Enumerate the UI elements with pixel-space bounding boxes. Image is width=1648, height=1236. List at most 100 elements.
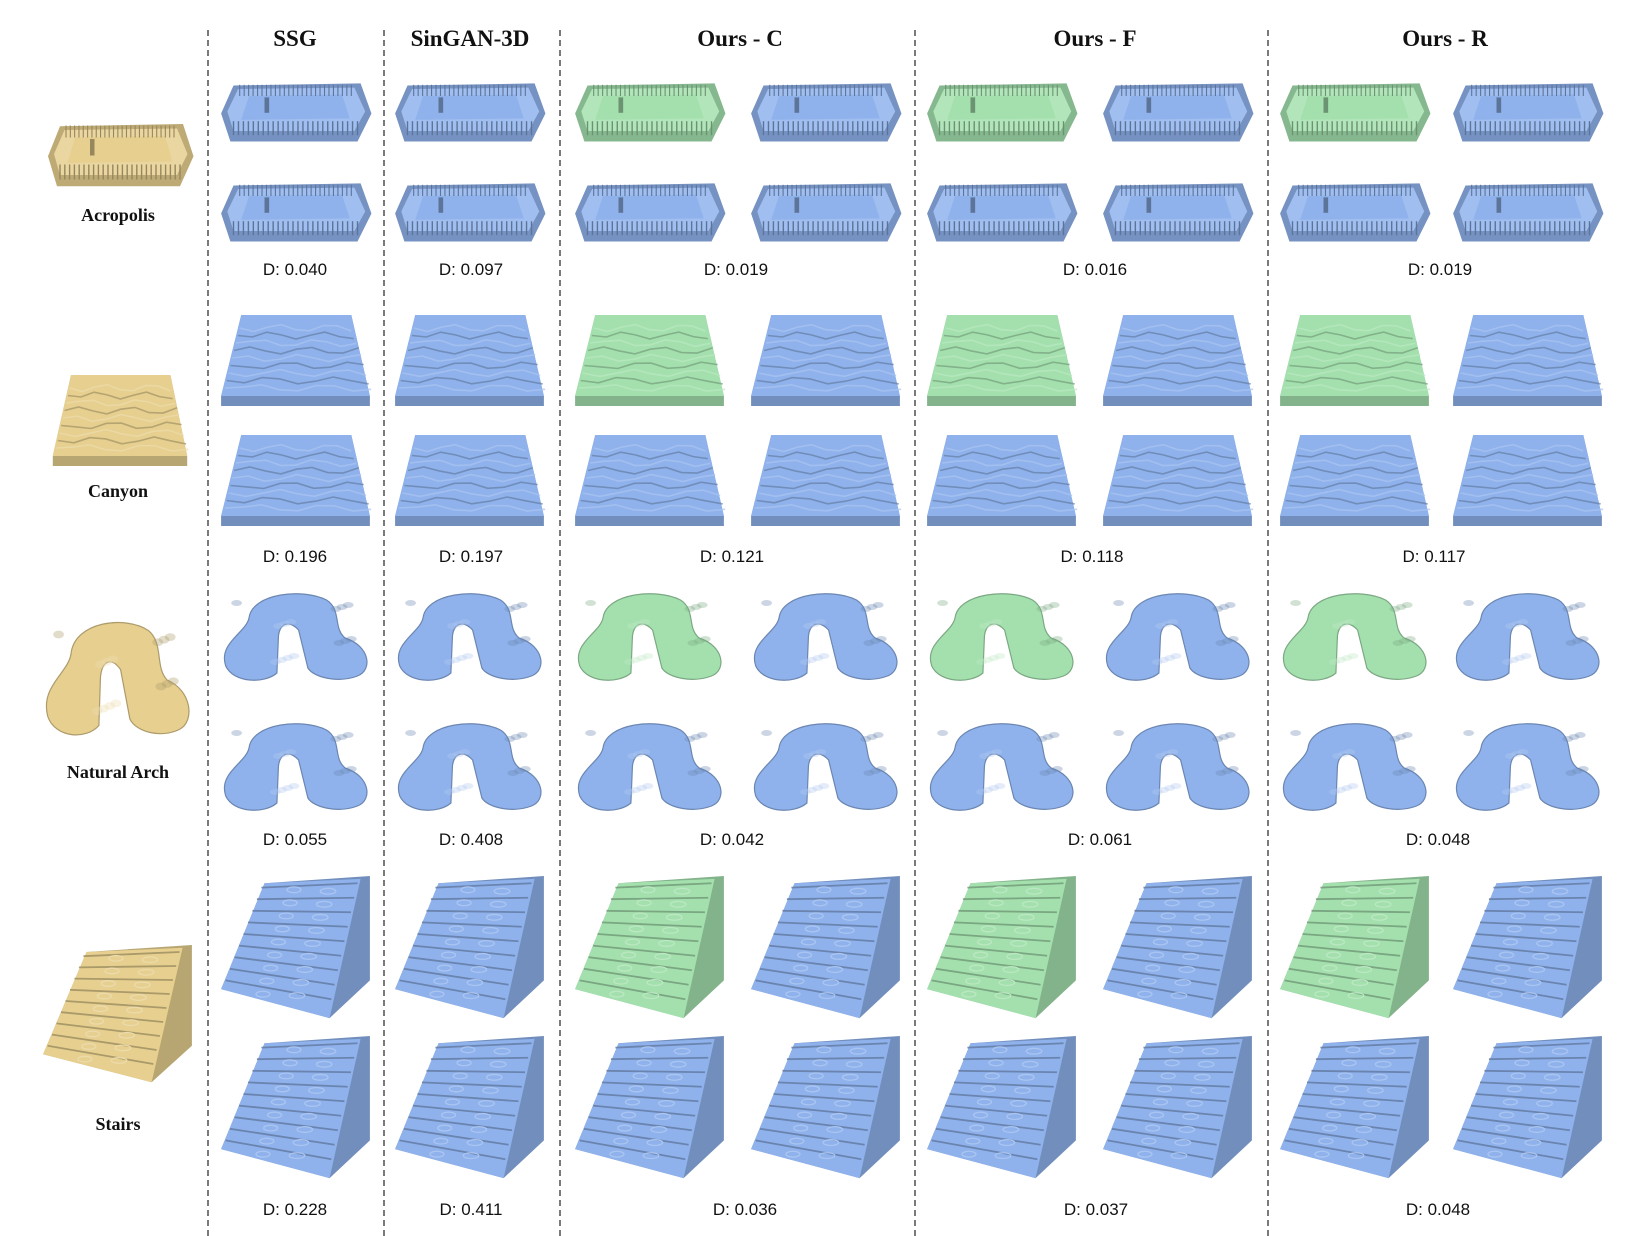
sample-acropolis-ours-c-a-2 [575, 183, 726, 242]
sample-arch-ssg-2 [223, 723, 368, 811]
metric-canyon-singan-3d: D: 0.197 [438, 547, 504, 566]
sample-canyon-singan-3d-1 [395, 315, 546, 406]
sample-stairs-ssg-1 [221, 876, 370, 1019]
sample-arch-ours-c-a-1 [577, 593, 722, 681]
metric-arch-ours-r: D: 0.048 [1405, 830, 1471, 849]
column-separator [207, 30, 209, 1236]
sample-acropolis-singan-3d-2 [395, 183, 546, 242]
sample-arch-ours-r-a-2 [1282, 723, 1427, 811]
sample-stairs-ours-r-b-2 [1453, 1036, 1602, 1179]
sample-acropolis-ssg-2 [221, 183, 372, 242]
sample-arch-ours-c-a-2 [577, 723, 722, 811]
sample-acropolis-ours-r-a-1 [1280, 83, 1431, 142]
row-label-canyon: Canyon [87, 481, 149, 501]
metric-acropolis-ours-f: D: 0.016 [1062, 260, 1128, 279]
sample-arch-ours-r-a-1 [1282, 593, 1427, 681]
sample-stairs-ours-c-a-2 [575, 1036, 724, 1179]
sample-stairs-ours-r-a-2 [1280, 1036, 1429, 1179]
metric-acropolis-ssg: D: 0.040 [262, 260, 328, 279]
column-title-ours-r: Ours - R [1402, 26, 1488, 51]
sample-acropolis-ours-f-b-2 [1103, 183, 1254, 242]
sample-acropolis-ours-f-a-2 [927, 183, 1078, 242]
sample-stairs-ours-f-b-1 [1103, 876, 1252, 1019]
exemplar-arch [45, 621, 190, 736]
sample-canyon-ours-f-a-1 [927, 315, 1078, 406]
column-separator [559, 30, 561, 1236]
metric-canyon-ssg: D: 0.196 [262, 547, 328, 566]
sample-stairs-ours-c-b-2 [751, 1036, 900, 1179]
sample-stairs-ours-f-a-2 [927, 1036, 1076, 1179]
metric-canyon-ours-c: D: 0.121 [699, 547, 765, 566]
sample-acropolis-ours-f-b-1 [1103, 83, 1254, 142]
sample-stairs-ours-r-b-1 [1453, 876, 1602, 1019]
sample-canyon-ours-r-b-2 [1453, 435, 1604, 526]
metric-acropolis-ours-r: D: 0.019 [1407, 260, 1473, 279]
metric-canyon-ours-f: D: 0.118 [1060, 547, 1124, 566]
sample-arch-ssg-1 [223, 593, 368, 681]
sample-arch-ours-c-b-1 [753, 593, 898, 681]
sample-stairs-singan-3d-1 [395, 876, 544, 1019]
column-separator [383, 30, 385, 1236]
sample-acropolis-ours-r-b-2 [1453, 183, 1604, 242]
exemplar-canyon [52, 375, 189, 466]
sample-arch-ours-f-b-1 [1105, 593, 1250, 681]
row-label-natural-arch: Natural Arch [66, 762, 170, 782]
metric-acropolis-ours-c: D: 0.019 [703, 260, 769, 279]
sample-acropolis-ours-f-a-1 [927, 83, 1078, 142]
sample-canyon-singan-3d-2 [395, 435, 546, 526]
sample-acropolis-ours-c-a-1 [575, 83, 726, 142]
sample-stairs-ours-c-b-1 [751, 876, 900, 1019]
sample-arch-ours-f-b-2 [1105, 723, 1250, 811]
metric-arch-ssg: D: 0.055 [262, 830, 328, 849]
sample-canyon-ours-c-b-2 [751, 435, 902, 526]
sample-canyon-ours-c-a-1 [575, 315, 726, 406]
sample-stairs-ours-c-a-1 [575, 876, 724, 1019]
sample-arch-singan-3d-1 [397, 593, 542, 681]
sample-stairs-ssg-2 [221, 1036, 370, 1179]
sample-canyon-ours-f-b-1 [1103, 315, 1254, 406]
sample-arch-ours-f-a-2 [929, 723, 1074, 811]
column-title-ours-f: Ours - F [1053, 26, 1137, 51]
sample-arch-ours-f-a-1 [929, 593, 1074, 681]
sample-stairs-singan-3d-2 [395, 1036, 544, 1179]
column-title-singan-3d: SinGAN-3D [410, 26, 530, 51]
sample-arch-ours-r-b-1 [1455, 593, 1600, 681]
column-separator [914, 30, 916, 1236]
metric-acropolis-singan-3d: D: 0.097 [438, 260, 504, 279]
column-separator [1267, 30, 1269, 1236]
sample-arch-ours-c-b-2 [753, 723, 898, 811]
column-title-ours-c: Ours - C [697, 26, 783, 51]
sample-canyon-ours-f-b-2 [1103, 435, 1254, 526]
metric-stairs-ours-f: D: 0.037 [1063, 1200, 1129, 1219]
metric-stairs-ours-r: D: 0.048 [1405, 1200, 1471, 1219]
metric-canyon-ours-r: D: 0.117 [1402, 547, 1466, 566]
sample-acropolis-ssg-1 [221, 83, 372, 142]
metric-stairs-ours-c: D: 0.036 [712, 1200, 778, 1219]
metric-stairs-ssg: D: 0.228 [262, 1200, 328, 1219]
row-label-acropolis: Acropolis [81, 205, 155, 225]
sample-arch-singan-3d-2 [397, 723, 542, 811]
metric-arch-ours-c: D: 0.042 [699, 830, 765, 849]
sample-acropolis-singan-3d-1 [395, 83, 546, 142]
column-title-ssg: SSG [273, 26, 317, 51]
sample-canyon-ours-r-a-2 [1280, 435, 1431, 526]
sample-canyon-ours-r-a-1 [1280, 315, 1431, 406]
sample-stairs-ours-f-b-2 [1103, 1036, 1252, 1179]
sample-canyon-ssg-2 [221, 435, 372, 526]
metric-arch-ours-f: D: 0.061 [1067, 830, 1133, 849]
sample-canyon-ours-c-a-2 [575, 435, 726, 526]
sample-stairs-ours-r-a-1 [1280, 876, 1429, 1019]
sample-arch-ours-r-b-2 [1455, 723, 1600, 811]
sample-stairs-ours-f-a-1 [927, 876, 1076, 1019]
sample-canyon-ours-f-a-2 [927, 435, 1078, 526]
sample-acropolis-ours-r-b-1 [1453, 83, 1604, 142]
sample-canyon-ours-c-b-1 [751, 315, 902, 406]
sample-canyon-ssg-1 [221, 315, 372, 406]
metric-arch-singan-3d: D: 0.408 [438, 830, 504, 849]
exemplar-acropolis [48, 124, 194, 187]
metric-stairs-singan-3d: D: 0.411 [439, 1200, 503, 1219]
sample-acropolis-ours-c-b-2 [751, 183, 902, 242]
exemplar-stairs [43, 945, 192, 1083]
sample-canyon-ours-r-b-1 [1453, 315, 1604, 406]
